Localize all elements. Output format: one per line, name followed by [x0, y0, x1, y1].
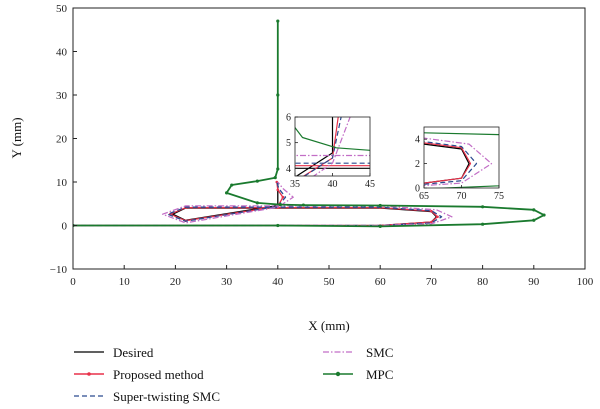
inset-chart-left: 35 40 45 6 5 4: [286, 113, 375, 191]
x-tick-label: 0: [70, 276, 76, 288]
series-point-mpc: [225, 191, 229, 195]
inset-right-background: [424, 127, 499, 188]
x-tick-label: 90: [528, 276, 540, 288]
inset-right-ticks: 65 70 75 4 2 0: [415, 135, 504, 202]
series-point-mpc: [532, 208, 536, 212]
legend-item-mpc: MPC: [323, 367, 393, 382]
inset-x-tick-label: 40: [328, 179, 338, 190]
x-tick-label: 60: [375, 276, 387, 288]
inset-y-tick-label: 4: [286, 164, 291, 175]
legend-marker-proposed-method: [87, 372, 91, 376]
inset-x-tick-label: 70: [457, 191, 467, 202]
inset-x-tick-label: 45: [365, 179, 375, 190]
inset-x-tick-label: 65: [419, 191, 429, 202]
x-tick-label: 20: [170, 276, 182, 288]
series-point-mpc: [276, 167, 280, 171]
x-tick-label: 40: [272, 276, 284, 288]
inset-chart-right: 65 70 75 4 2 0: [415, 126, 504, 202]
series-point-mpc: [276, 19, 280, 23]
main-series-group: [73, 19, 546, 228]
y-axis-label: Y (mm): [9, 117, 24, 158]
series-point-mpc: [276, 93, 280, 97]
series-point-mpc: [481, 222, 485, 226]
inset-y-tick-label: 2: [415, 159, 420, 170]
series-line-smc: [73, 181, 453, 227]
legend: Desired Proposed method Super-twisting S…: [74, 345, 393, 404]
inset-0-series-line-smc: [295, 117, 370, 176]
legend-label-desired: Desired: [113, 345, 154, 360]
x-tick-label: 50: [324, 276, 336, 288]
legend-label-smc: SMC: [366, 345, 393, 360]
legend-item-super-twisting-smc: Super-twisting SMC: [74, 389, 220, 404]
y-tick-label: −10: [50, 264, 68, 276]
x-tick-label: 80: [477, 276, 489, 288]
inset-y-tick-label: 6: [286, 113, 291, 124]
legend-item-desired: Desired: [74, 345, 154, 360]
legend-marker-mpc: [335, 371, 341, 377]
series-point-proposed-method: [281, 195, 285, 199]
y-tick-label: 0: [62, 221, 68, 233]
series-point-mpc: [276, 223, 280, 228]
legend-label-super-twisting-smc: Super-twisting SMC: [113, 389, 220, 404]
inset-left-ticks: 35 40 45 6 5 4: [286, 113, 375, 191]
series-point-mpc: [532, 218, 536, 222]
y-tick-label: 40: [56, 47, 68, 59]
x-tick-label: 30: [221, 276, 233, 288]
legend-item-proposed-method: Proposed method: [74, 367, 204, 382]
inset-0-series-line-proposed-method: [295, 117, 370, 176]
inset-y-tick-label: 4: [415, 135, 420, 146]
series-point-mpc: [481, 205, 485, 209]
legend-item-smc: SMC: [323, 345, 393, 360]
x-tick-label: 70: [426, 276, 438, 288]
legend-label-proposed-method: Proposed method: [113, 367, 204, 382]
series-point-proposed-method: [276, 188, 280, 192]
x-tick-label: 100: [577, 276, 594, 288]
series-point-mpc: [273, 176, 277, 180]
series-point-mpc: [255, 179, 259, 183]
series-point-mpc: [278, 203, 282, 207]
inset-y-tick-label: 5: [286, 138, 291, 149]
series-point-mpc: [301, 203, 305, 207]
inset-left-series: [295, 117, 370, 176]
y-tick-label: 50: [56, 3, 68, 15]
series-point-mpc: [230, 183, 234, 187]
series-point-mpc: [542, 213, 546, 217]
series-point-mpc: [378, 203, 382, 208]
y-tick-label: 10: [56, 177, 68, 189]
series-point-proposed-method: [430, 209, 433, 213]
y-tick-label: 30: [56, 90, 68, 102]
x-tick-label: 10: [119, 276, 131, 288]
inset-x-tick-label: 75: [494, 191, 504, 202]
series-point-mpc: [255, 201, 259, 205]
series-point-proposed-method: [430, 220, 433, 224]
series-point-proposed-method: [436, 215, 439, 219]
inset-y-tick-label: 0: [415, 184, 420, 195]
legend-label-mpc: MPC: [366, 367, 393, 382]
x-axis-label: X (mm): [308, 318, 350, 333]
series-point-mpc: [378, 224, 382, 228]
inset-x-tick-label: 35: [290, 179, 300, 190]
y-tick-label: 20: [56, 134, 68, 146]
